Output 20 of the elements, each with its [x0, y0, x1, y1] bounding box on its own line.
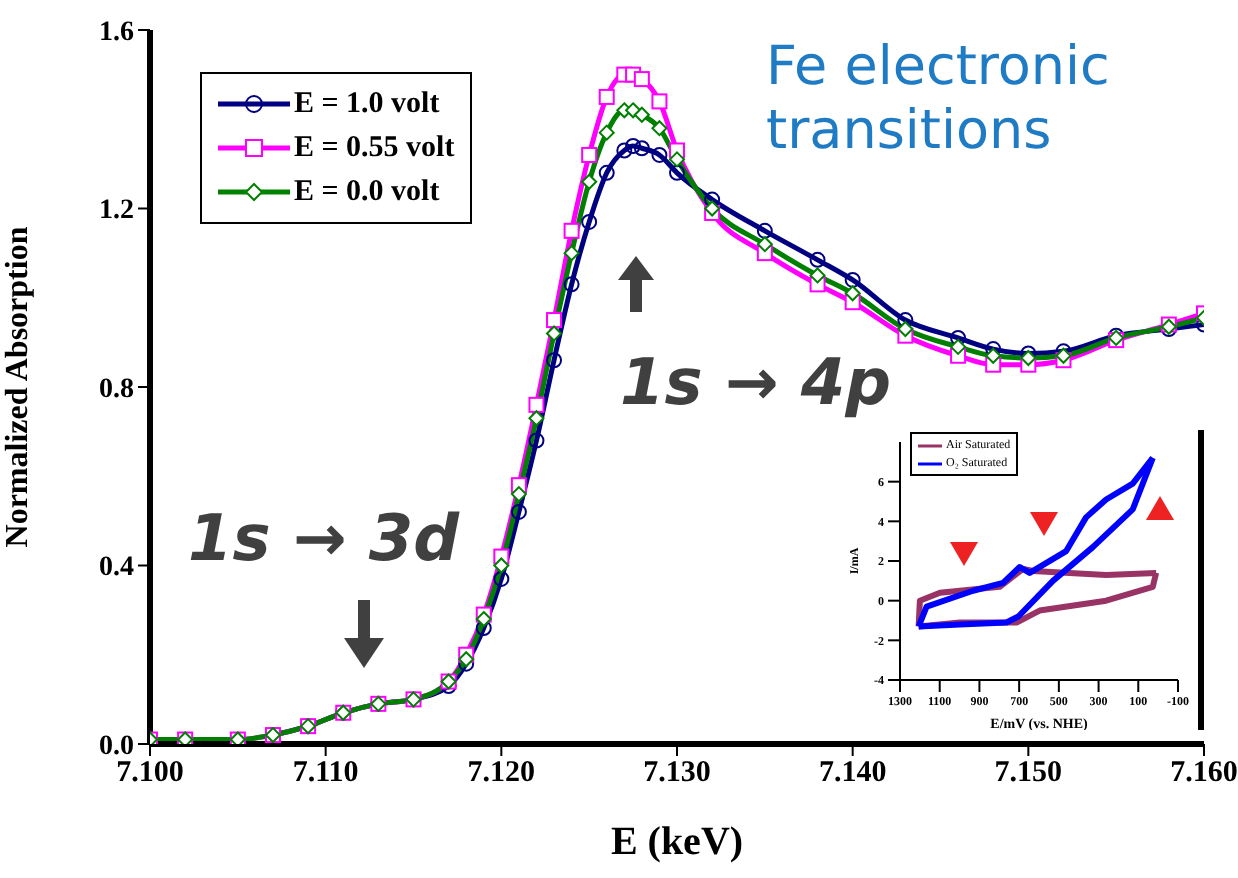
x-tick-label: 7.160 [1170, 757, 1238, 790]
y-tick-label: 0.0 [99, 731, 134, 762]
legend-label: E = 1.0 volt [294, 87, 440, 121]
legend-label: E = 0.0 volt [294, 175, 440, 209]
x-tick-label: 7.110 [292, 757, 359, 790]
x-tick-label: 7.120 [467, 757, 536, 790]
y-axis-title: Normalized Absorption [1, 226, 36, 548]
y-tick-label: 1.6 [99, 17, 134, 48]
legend-label: E = 0.55 volt [294, 131, 455, 165]
y-tick-label: 0.4 [99, 553, 134, 584]
y-tick-label: 1.2 [99, 196, 134, 227]
x-tick-label: 7.140 [818, 757, 887, 790]
x-tick-label: 7.150 [994, 757, 1063, 790]
y-tick-label: 0.8 [99, 374, 134, 405]
annotation: 1s → 4p [620, 344, 894, 421]
x-axis-title: E (keV) [610, 820, 744, 864]
annotation: 1s → 3d [188, 500, 462, 577]
x-tick-label: 7.100 [116, 757, 184, 790]
x-tick-label: 7.130 [643, 757, 711, 790]
annotation: Fe electronic transitions [766, 36, 1112, 166]
